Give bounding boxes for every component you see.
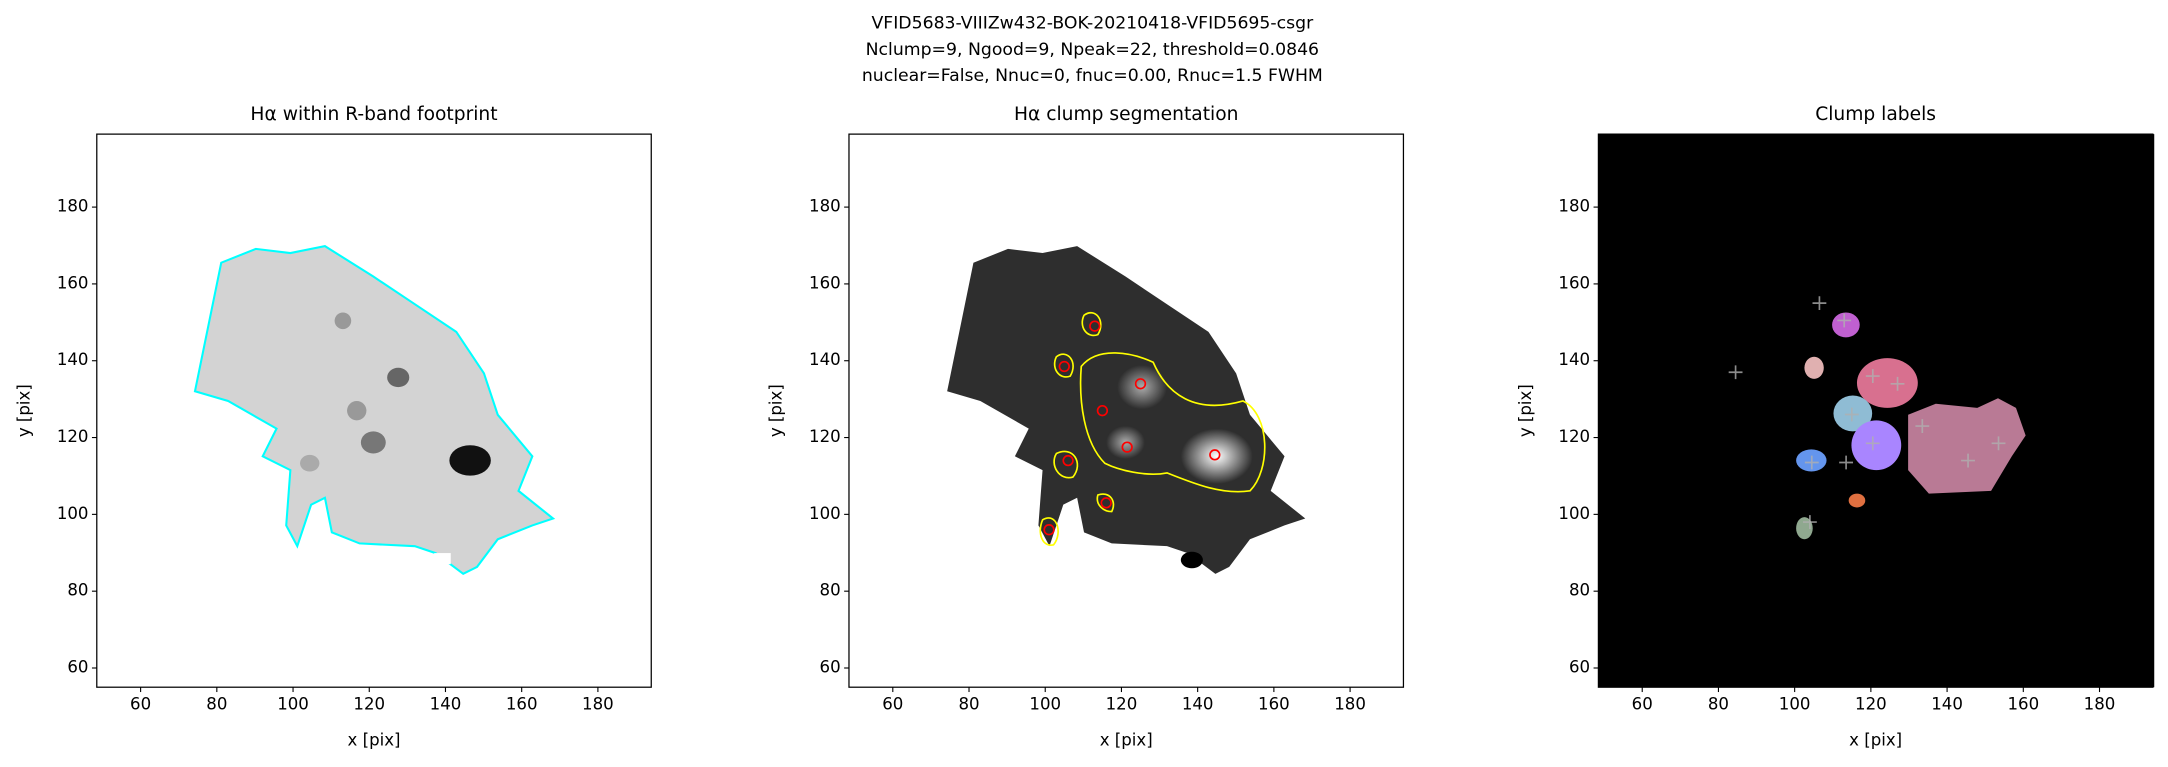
- y-axis-label: y [pix]: [767, 384, 786, 437]
- x-tick-label: 60: [1632, 695, 1653, 714]
- y-axis-label: y [pix]: [14, 384, 33, 437]
- clump-marker: [1043, 524, 1055, 536]
- clump-marker: [1802, 515, 1817, 529]
- x-tick-label: 80: [1708, 695, 1729, 714]
- y-tick-label: 80: [820, 581, 841, 600]
- y-tick-label: 120: [809, 427, 841, 446]
- clump-marker: [1837, 313, 1852, 328]
- x-tick-label: 160: [506, 695, 538, 714]
- axes-title: Hα within R-band footprint: [250, 104, 497, 125]
- x-tick-label: 160: [1258, 695, 1290, 714]
- y-tick-label: 160: [809, 273, 841, 292]
- panel-3-image: [1598, 134, 2155, 688]
- x-tick-label: 60: [130, 695, 151, 714]
- y-axis-label: y [pix]: [1516, 384, 1535, 437]
- x-axis-label: x [pix]: [1100, 731, 1153, 750]
- y-tick-label: 140: [57, 350, 89, 369]
- axes-title: Clump labels: [1815, 104, 1936, 125]
- x-tick-label: 180: [1334, 695, 1366, 714]
- x-tick-label: 180: [2084, 695, 2116, 714]
- clump-marker: [1915, 419, 1930, 433]
- x-tick-label: 160: [2007, 695, 2039, 714]
- clump-marker: [1100, 497, 1112, 509]
- x-axis-label: x [pix]: [348, 731, 401, 750]
- y-tick-label: 160: [57, 273, 89, 292]
- x-tick-label: 120: [1106, 695, 1138, 714]
- y-tick-label: 100: [809, 504, 841, 523]
- axes-frame: [848, 133, 1405, 688]
- clump-marker: [1812, 296, 1827, 311]
- x-tick-label: 120: [353, 695, 385, 714]
- x-tick-label: 100: [277, 695, 309, 714]
- suptitle: VFID5683-VIIIZw432-BOK-20210418-VFID5695…: [871, 14, 1314, 34]
- y-tick-label: 80: [1569, 581, 1590, 600]
- clump-marker: [1865, 369, 1880, 384]
- clump-marker: [1865, 436, 1880, 451]
- axes-frame: [96, 133, 652, 688]
- clump-marker: [1089, 320, 1101, 332]
- x-tick-label: 100: [1029, 695, 1061, 714]
- y-tick-label: 60: [1569, 657, 1590, 676]
- x-tick-label: 120: [1855, 695, 1887, 714]
- panel-1-image: [193, 245, 555, 575]
- x-tick-label: 140: [1182, 695, 1214, 714]
- clump-marker: [1058, 360, 1070, 373]
- clump-marker: [1209, 449, 1221, 461]
- clump-marker: [1844, 407, 1859, 422]
- clump-marker: [1804, 455, 1819, 470]
- y-tick-label: 140: [1558, 350, 1590, 369]
- axes-frame: [1597, 133, 2154, 688]
- suptitle: nuclear=False, Nnuc=0, fnuc=0.00, Rnuc=1…: [862, 66, 1323, 86]
- x-tick-label: 100: [1779, 695, 1811, 714]
- y-tick-label: 120: [57, 427, 89, 446]
- clump-marker: [1121, 441, 1133, 453]
- panel-2-image: [947, 246, 1306, 574]
- y-tick-label: 180: [809, 197, 841, 216]
- clump-marker: [1961, 453, 1975, 468]
- clump-marker: [1991, 436, 2006, 451]
- x-axis-label: x [pix]: [1849, 731, 1902, 750]
- x-tick-label: 140: [1931, 695, 1963, 714]
- x-tick-label: 60: [882, 695, 903, 714]
- y-tick-label: 60: [820, 657, 841, 676]
- x-tick-label: 180: [582, 695, 614, 714]
- axes-title: Hα clump segmentation: [1014, 104, 1238, 125]
- x-tick-label: 80: [958, 695, 979, 714]
- clump-marker: [1890, 376, 1905, 391]
- clump-marker: [1134, 378, 1147, 390]
- y-tick-label: 60: [67, 657, 88, 676]
- y-tick-label: 120: [1558, 427, 1590, 446]
- clump-marker: [1062, 454, 1074, 467]
- clump-marker: [1728, 365, 1743, 380]
- y-tick-label: 160: [1558, 273, 1590, 292]
- x-tick-label: 140: [430, 695, 462, 714]
- y-tick-label: 180: [57, 197, 89, 216]
- clump-marker: [1096, 404, 1109, 417]
- y-tick-label: 80: [67, 581, 88, 600]
- x-tick-label: 80: [206, 695, 227, 714]
- y-tick-label: 180: [1558, 197, 1590, 216]
- y-tick-label: 140: [809, 350, 841, 369]
- y-tick-label: 100: [1558, 504, 1590, 523]
- y-tick-label: 100: [57, 504, 89, 523]
- suptitle: Nclump=9, Ngood=9, Npeak=22, threshold=0…: [866, 40, 1319, 60]
- clump-marker: [1839, 455, 1854, 470]
